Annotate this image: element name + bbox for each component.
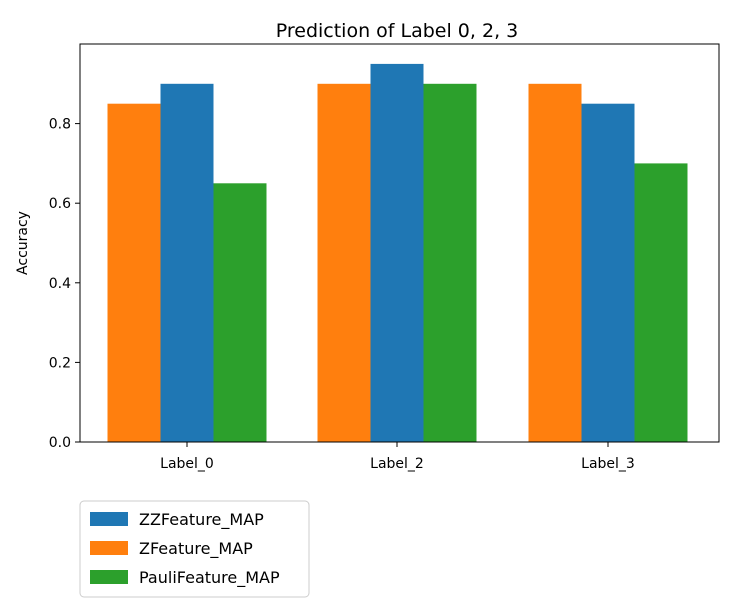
chart-title: Prediction of Label 0, 2, 3: [276, 20, 519, 42]
legend-swatch-PauliFeature_MAP: [90, 570, 128, 584]
x-tick-label: Label_3: [581, 456, 635, 472]
y-tick-label: 0.8: [49, 117, 71, 133]
bar-ZZFeature_MAP-Label_0: [160, 83, 214, 443]
bar-ZFeature_MAP-Label_2: [317, 83, 371, 443]
y-tick-label: 0.6: [49, 196, 71, 212]
bar-ZZFeature_MAP-Label_2: [370, 63, 424, 443]
legend-label-ZZFeature_MAP: ZZFeature_MAP: [139, 510, 264, 530]
bar-PauliFeature_MAP-Label_3: [634, 163, 688, 442]
bar-ZFeature_MAP-Label_0: [107, 103, 161, 442]
y-axis-label: Accuracy: [15, 211, 31, 275]
y-tick-label: 0.4: [49, 276, 71, 292]
x-tick-label: Label_2: [370, 456, 424, 472]
legend-label-PauliFeature_MAP: PauliFeature_MAP: [139, 568, 280, 588]
y-tick-label: 0.0: [49, 435, 71, 451]
bar-PauliFeature_MAP-Label_2: [423, 83, 477, 443]
bars-layer: [107, 63, 688, 443]
bar-ZZFeature_MAP-Label_3: [581, 103, 635, 442]
plot-frame: [79, 43, 720, 443]
legend-label-ZFeature_MAP: ZFeature_MAP: [139, 539, 253, 559]
y-tick-label: 0.2: [49, 355, 71, 371]
legend: ZZFeature_MAP ZFeature_MAP PauliFeature_MA…: [79, 500, 310, 598]
legend-swatch-ZZFeature_MAP: [90, 512, 128, 526]
bar-PauliFeature_MAP-Label_0: [213, 183, 267, 443]
y-axis: 0.0 0.2 0.4 0.6 0.8: [49, 117, 80, 451]
legend-swatch-ZFeature_MAP: [90, 541, 128, 555]
x-axis: Label_0 Label_2 Label_3: [160, 442, 635, 472]
legend-box: [79, 500, 310, 598]
bar-ZFeature_MAP-Label_3: [528, 83, 582, 443]
x-tick-label: Label_0: [160, 456, 214, 472]
